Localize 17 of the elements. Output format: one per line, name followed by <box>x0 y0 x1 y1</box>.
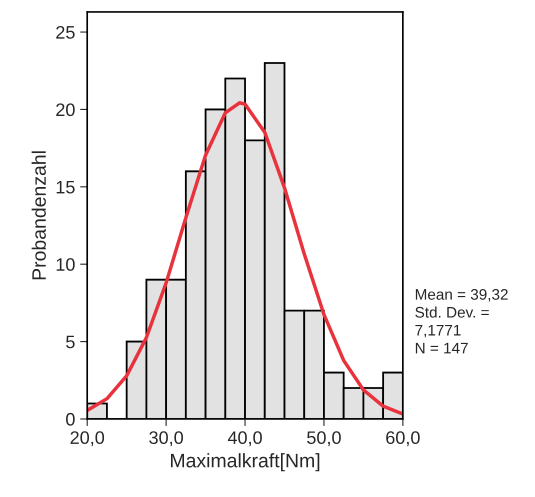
text: Std. Dev. = <box>415 306 489 318</box>
text: N = 147 <box>416 342 468 354</box>
y-tick-label: 25 <box>56 26 75 39</box>
y-tick-label: 0 <box>66 412 75 426</box>
y-tick-label: 5 <box>66 336 75 348</box>
y-tick-label: 15 <box>56 180 75 194</box>
x-tick-label: 20,0 <box>70 431 104 446</box>
y-tick-label: 10 <box>56 258 75 271</box>
x-tick-label: 50,0 <box>307 431 341 446</box>
x-axis-title: Maximalkraft[Nm] <box>171 453 320 472</box>
x-tick-label: 40,0 <box>228 431 262 446</box>
y-axis-title: Probandenzahl <box>32 151 46 280</box>
text: Mean = 39,32 <box>416 289 508 302</box>
text: 7,1771 <box>415 324 461 338</box>
x-tick-label: 30,0 <box>149 431 183 446</box>
y-tick-label: 20 <box>56 103 75 116</box>
x-tick-label: 60,0 <box>386 431 420 446</box>
